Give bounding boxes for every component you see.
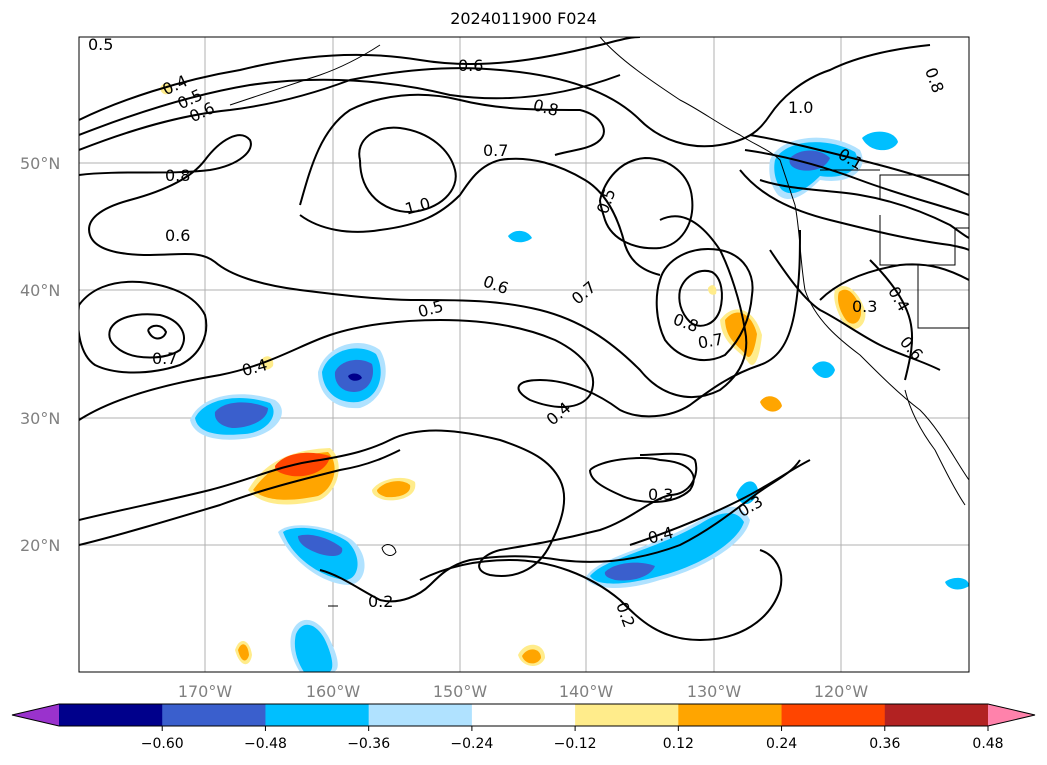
lon-label: 140°W <box>559 682 614 701</box>
colorbar-tick-label: 0.48 <box>972 736 1003 752</box>
lon-label: 160°W <box>306 682 361 701</box>
contour-label: 0.3 <box>852 297 877 316</box>
contour-label: 0.6 <box>165 226 190 245</box>
contour-label: 0.6 <box>458 56 483 75</box>
contour-label: 0.8 <box>165 166 190 185</box>
lat-label: 30°N <box>20 409 60 428</box>
lat-label: 20°N <box>20 536 60 555</box>
colorbar-segment <box>59 704 163 726</box>
contour-label: 0.7 <box>483 141 508 160</box>
contour-label: 0.7 <box>696 329 724 352</box>
colorbar-tick-label: 0.24 <box>766 736 797 752</box>
map-panel <box>79 37 969 672</box>
colorbar-tick-label: −0.12 <box>554 736 597 752</box>
colorbar-segment <box>678 704 783 726</box>
contour-label: 0.2 <box>368 592 393 611</box>
latitude-labels: 50°N 40°N 30°N 20°N <box>20 154 60 555</box>
lon-label: 130°W <box>687 682 742 701</box>
colorbar-tick-label: −0.60 <box>141 736 184 752</box>
colorbar-right-extension <box>988 704 1035 726</box>
colorbar-left-extension <box>12 704 59 726</box>
lat-label: 50°N <box>20 154 60 173</box>
lon-label: 150°W <box>433 682 488 701</box>
colorbar-outline <box>11 703 1036 727</box>
contour-labels: 0.5 0.4 0.5 0.6 0.6 0.8 0.8 0.6 1.0 0.7 … <box>88 35 948 630</box>
colorbar-tick-label: 0.36 <box>869 736 900 752</box>
colorbar-segment <box>265 704 370 726</box>
map-frame <box>78 36 970 673</box>
colorbar-tick-label: −0.24 <box>450 736 493 752</box>
colorbar-segment <box>781 704 886 726</box>
lat-label: 40°N <box>20 281 60 300</box>
colorbar-segment <box>471 704 576 726</box>
colorbar-segment <box>368 704 473 726</box>
map-title: 2024011900 F024 <box>450 9 597 28</box>
contour-label: 0.7 <box>152 349 177 368</box>
colorbar-segment <box>162 704 266 726</box>
contour-lines <box>79 37 969 642</box>
contour-label: 0.3 <box>648 485 673 504</box>
longitude-labels: 170°W 160°W 150°W 140°W 130°W 120°W <box>178 682 869 701</box>
colorbar-segment <box>884 704 989 726</box>
colorbar: −0.60 −0.48 −0.36 −0.24 −0.12 0.12 0.24 0.36 0.4… <box>11 703 1036 752</box>
colorbar-segment <box>575 704 679 726</box>
coastlines <box>229 37 969 607</box>
colorbar-tick-label: −0.48 <box>244 736 287 752</box>
contour-label: 0.5 <box>88 35 113 54</box>
colorbar-tick-label: −0.36 <box>347 736 390 752</box>
lon-label: 170°W <box>178 682 233 701</box>
lon-label: 120°W <box>814 682 869 701</box>
contour-label: 1.0 <box>788 98 813 117</box>
colorbar-tick-label: 0.12 <box>663 736 694 752</box>
